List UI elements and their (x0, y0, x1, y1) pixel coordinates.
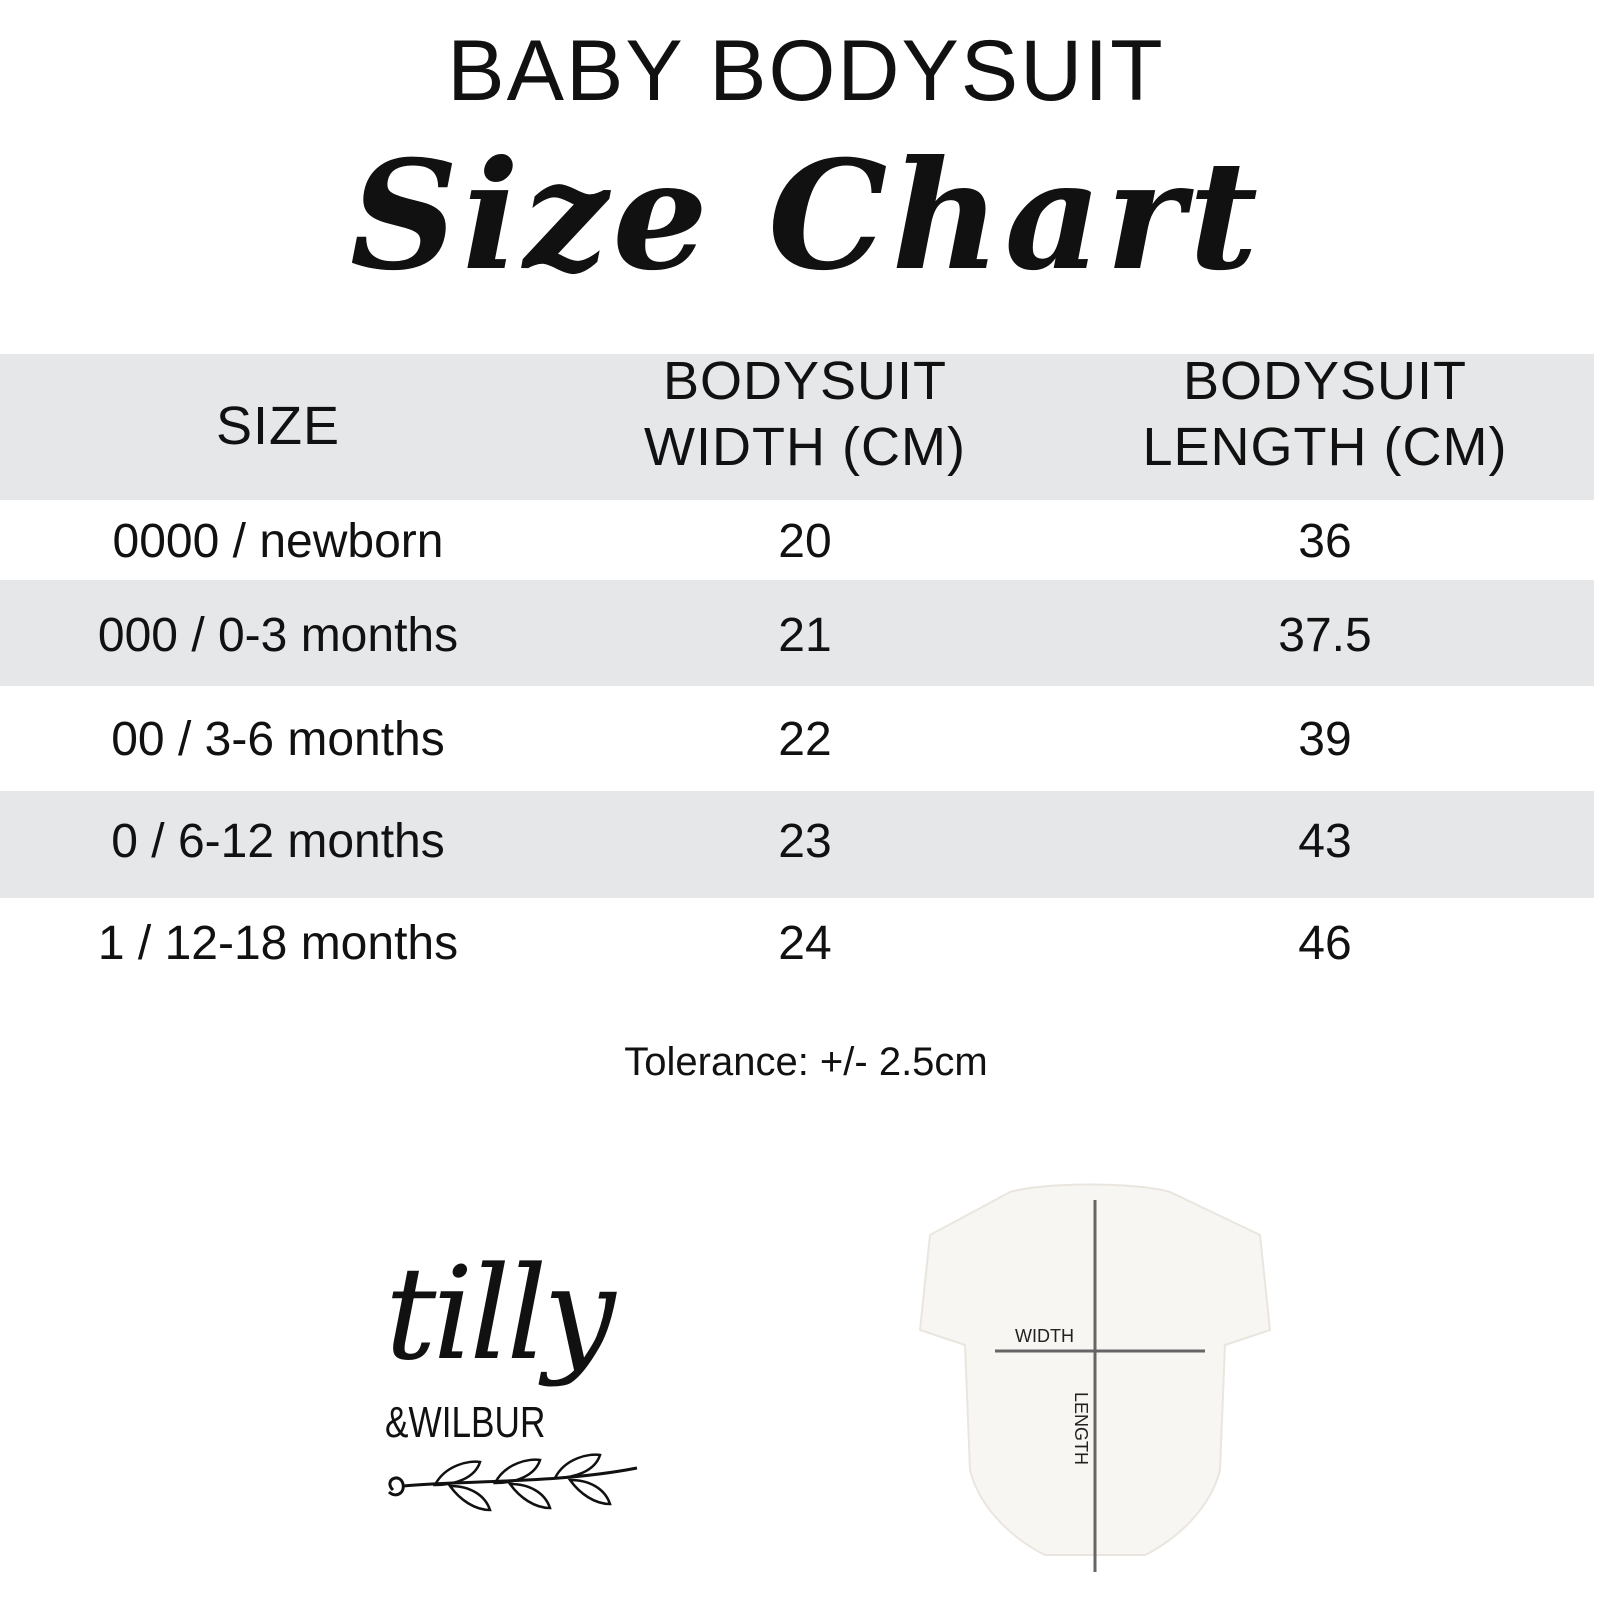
bodysuit-diagram: WIDTH LENGTH (918, 1183, 1272, 1572)
row-stripe (0, 580, 1594, 686)
leaf-branch-icon (387, 1453, 638, 1512)
header-length-line2: LENGTH (CM) (1142, 417, 1508, 477)
row-width: 22 (778, 713, 832, 766)
row-width: 23 (778, 815, 832, 868)
subtitle: Size Chart (349, 128, 1263, 304)
logo-wilbur: &WILBUR (385, 1398, 546, 1447)
row-width: 21 (778, 609, 832, 662)
header-size: SIZE (215, 396, 341, 456)
logo-tilly: tilly (385, 1240, 616, 1389)
row-length: 37.5 (1278, 609, 1372, 662)
header-length: BODYSUIT LENGTH (CM) (1025, 348, 1600, 480)
row-size: 0000 / newborn (112, 515, 444, 568)
title: BABY BODYSUIT (447, 23, 1165, 119)
row-length: 39 (1298, 713, 1352, 766)
brand-logo: tilly &WILBUR (375, 1240, 645, 1530)
row-size: 1 / 12-18 months (97, 917, 459, 970)
header-width-line1: BODYSUIT (662, 351, 948, 411)
row-size: 0 / 6-12 months (111, 815, 445, 868)
row-length: 43 (1298, 815, 1352, 868)
header-width-line2: WIDTH (CM) (644, 417, 966, 477)
row-length: 46 (1298, 917, 1352, 970)
header-length-line1: BODYSUIT (1182, 351, 1468, 411)
length-label: LENGTH (1071, 1392, 1091, 1465)
width-label: WIDTH (1015, 1326, 1074, 1346)
tolerance-note: Tolerance: +/- 2.5cm (624, 1040, 988, 1084)
row-width: 24 (778, 917, 832, 970)
row-length: 36 (1298, 515, 1352, 568)
header-band (0, 354, 1594, 500)
row-size: 00 / 3-6 months (111, 713, 445, 766)
row-width: 20 (778, 515, 832, 568)
row-stripe (0, 791, 1594, 898)
header-width: BODYSUIT WIDTH (CM) (555, 348, 1055, 480)
row-size: 000 / 0-3 months (97, 609, 459, 662)
